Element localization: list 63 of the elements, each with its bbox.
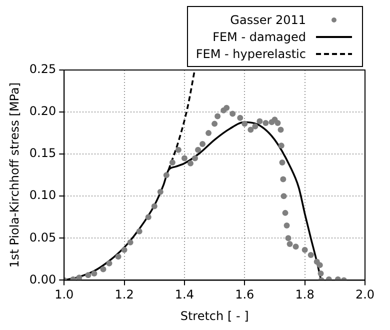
x-tick-label: 1.8 [295, 288, 314, 302]
point [200, 140, 206, 147]
point [292, 244, 299, 250]
x-tick-label: 1.2 [114, 288, 134, 302]
point [248, 126, 254, 133]
point [284, 222, 290, 229]
y-tick-label: 0.15 [29, 146, 56, 160]
y-tick-label: 0.20 [29, 104, 56, 118]
point [76, 274, 82, 280]
x-tick-label: 1.6 [235, 288, 254, 302]
point [187, 160, 194, 166]
point [181, 155, 188, 162]
point [278, 126, 284, 133]
point [230, 110, 236, 117]
point [282, 210, 288, 216]
point [214, 113, 221, 120]
point [285, 235, 292, 242]
x-axis-title: Stretch [ - ] [180, 308, 249, 323]
point [206, 130, 212, 136]
point [318, 270, 324, 276]
point [302, 246, 308, 253]
point [286, 241, 293, 248]
point [175, 146, 182, 153]
point [274, 120, 281, 126]
point [278, 142, 284, 149]
point [308, 252, 314, 258]
point [256, 118, 263, 124]
point [262, 120, 269, 126]
point [121, 246, 128, 253]
point [127, 239, 134, 246]
x-tick-label: 2.0 [355, 288, 375, 302]
y-tick-label: 0.00 [29, 272, 56, 286]
point [115, 254, 122, 260]
point [151, 203, 158, 210]
point [169, 159, 176, 166]
point [192, 155, 198, 162]
point [91, 270, 98, 276]
point [279, 159, 286, 166]
point [224, 104, 230, 111]
point [252, 123, 258, 130]
point [106, 260, 112, 266]
point [157, 188, 164, 195]
legend-label: FEM - hyperelastic [196, 46, 306, 60]
legend-label: Gasser 2011 [230, 12, 306, 26]
y-tick-label: 0.10 [29, 188, 56, 202]
y-axis-title: 1st Piola-Kirchhoff stress [MPa] [7, 82, 22, 268]
x-tick-label: 1.4 [174, 288, 194, 302]
legend-label: FEM - damaged [212, 30, 306, 44]
point [316, 262, 323, 268]
point [163, 172, 170, 178]
point [280, 193, 287, 200]
point [145, 214, 152, 220]
point [85, 272, 92, 278]
y-tick-label: 0.25 [29, 62, 56, 76]
point [280, 176, 286, 182]
point [212, 120, 218, 127]
point [136, 228, 142, 234]
point [195, 146, 202, 153]
y-tick-label: 0.05 [29, 230, 56, 244]
point [100, 266, 106, 272]
point [237, 114, 244, 121]
point [242, 120, 248, 127]
x-tick-label: 1.0 [54, 288, 74, 302]
